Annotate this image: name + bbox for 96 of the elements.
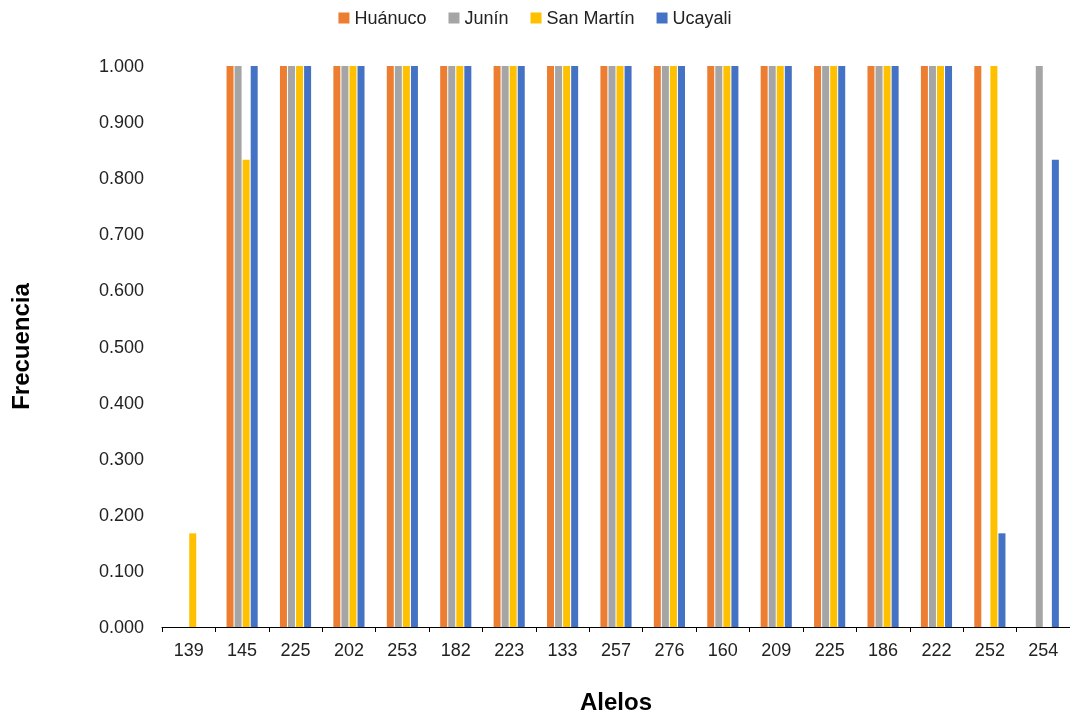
bar bbox=[349, 66, 357, 627]
x-tick-label: 186 bbox=[868, 640, 899, 660]
bar bbox=[883, 66, 891, 627]
x-tick-label: 209 bbox=[761, 640, 792, 660]
bar bbox=[608, 66, 616, 627]
y-tick-label: 0.500 bbox=[98, 336, 144, 357]
bar bbox=[760, 66, 768, 627]
bar bbox=[715, 66, 723, 627]
bar bbox=[288, 66, 295, 627]
y-tick-label: 1.000 bbox=[98, 56, 144, 76]
bar bbox=[600, 66, 608, 627]
bar bbox=[677, 66, 685, 627]
bar bbox=[1051, 159, 1059, 627]
bar bbox=[830, 66, 838, 627]
bar bbox=[242, 159, 250, 627]
bar bbox=[250, 66, 258, 627]
bar bbox=[555, 66, 563, 627]
bar bbox=[928, 66, 936, 627]
bar bbox=[234, 66, 242, 627]
bar bbox=[440, 66, 448, 627]
y-tick-label: 0.700 bbox=[98, 224, 144, 245]
x-tick-label: 252 bbox=[974, 640, 1005, 660]
bar bbox=[333, 66, 341, 627]
x-tick-label: 276 bbox=[654, 640, 685, 660]
y-tick-label: 0.800 bbox=[98, 168, 144, 189]
bar bbox=[226, 66, 234, 627]
bar bbox=[723, 66, 731, 627]
x-tick-label: 257 bbox=[600, 640, 632, 660]
bar bbox=[945, 66, 953, 627]
y-axis-title: Frecuencia bbox=[6, 282, 34, 410]
bar bbox=[998, 533, 1006, 627]
bar bbox=[189, 533, 197, 627]
bar bbox=[624, 66, 632, 627]
y-tick-label: 0.400 bbox=[98, 392, 144, 413]
legend-label: Junín bbox=[464, 8, 509, 28]
legend-label: Ucayali bbox=[672, 8, 732, 28]
x-tick-label: 225 bbox=[280, 640, 311, 660]
bar bbox=[784, 66, 792, 627]
bar bbox=[920, 66, 928, 627]
bar bbox=[875, 66, 883, 627]
y-tick-label: 0.200 bbox=[98, 504, 144, 525]
bar bbox=[838, 66, 846, 627]
x-tick-label: 133 bbox=[547, 640, 578, 660]
x-tick-label: 222 bbox=[921, 640, 952, 660]
y-tick-label: 0.900 bbox=[98, 112, 144, 133]
bar bbox=[768, 66, 776, 627]
bar bbox=[402, 66, 410, 627]
bar bbox=[386, 66, 394, 627]
bar bbox=[341, 66, 349, 627]
x-tick-label: 253 bbox=[387, 640, 418, 660]
bar bbox=[669, 66, 677, 627]
bar bbox=[448, 66, 456, 627]
x-tick-label: 182 bbox=[440, 640, 471, 660]
x-tick-label: 160 bbox=[707, 640, 738, 660]
bar bbox=[501, 66, 509, 627]
x-tick-label: 225 bbox=[814, 640, 845, 660]
y-tick-label: 0.000 bbox=[98, 617, 144, 637]
y-tick-label: 0.100 bbox=[98, 560, 144, 581]
bar bbox=[661, 66, 669, 627]
bar bbox=[357, 66, 365, 627]
bar bbox=[571, 66, 579, 627]
bar bbox=[937, 66, 944, 627]
x-tick-label: 139 bbox=[173, 640, 204, 660]
bar bbox=[517, 66, 525, 627]
bar bbox=[776, 66, 784, 627]
bar bbox=[822, 66, 830, 627]
y-tick-label: 0.600 bbox=[98, 280, 144, 301]
bar bbox=[296, 66, 304, 627]
bar bbox=[493, 66, 501, 627]
bar bbox=[707, 66, 715, 627]
legend-label: San Martín bbox=[546, 8, 635, 28]
x-tick-label: 254 bbox=[1028, 640, 1059, 660]
bar bbox=[616, 66, 624, 627]
bar bbox=[464, 66, 472, 627]
x-tick-label: 202 bbox=[333, 640, 364, 660]
bar bbox=[547, 66, 555, 627]
bar bbox=[279, 66, 287, 627]
bar bbox=[509, 66, 517, 627]
bar bbox=[731, 66, 739, 627]
bar bbox=[456, 66, 464, 627]
y-tick-label: 0.300 bbox=[98, 448, 144, 469]
bar bbox=[394, 66, 402, 627]
bar bbox=[304, 66, 312, 627]
bar bbox=[653, 66, 661, 627]
bar bbox=[1035, 66, 1043, 627]
bar bbox=[990, 66, 998, 627]
x-tick-label: 223 bbox=[494, 640, 525, 660]
x-axis-title: Alelos bbox=[579, 687, 653, 715]
x-tick-label: 145 bbox=[227, 640, 258, 660]
bar bbox=[867, 66, 875, 627]
bar bbox=[563, 66, 571, 627]
bar bbox=[974, 66, 982, 627]
legend-label: Huánuco bbox=[354, 8, 427, 28]
bar bbox=[891, 66, 899, 627]
bar bbox=[410, 66, 418, 627]
bar bbox=[814, 66, 822, 627]
